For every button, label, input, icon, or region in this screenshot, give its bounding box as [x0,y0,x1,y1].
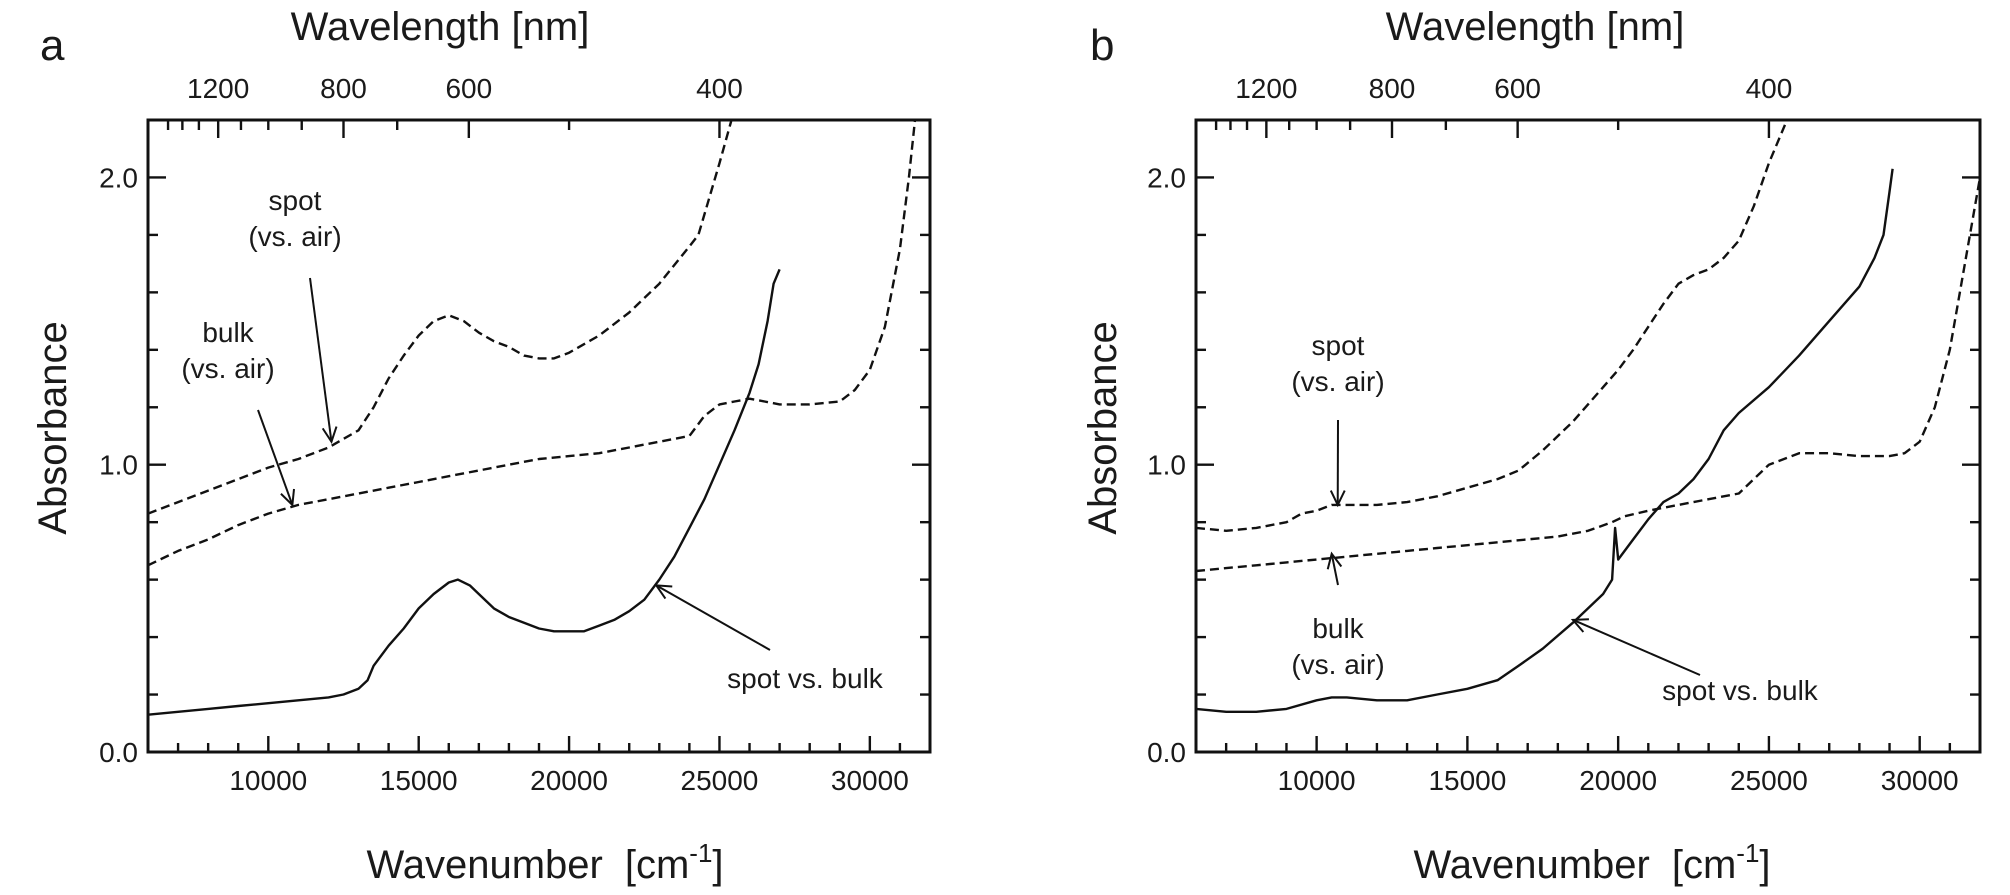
x-axis-name: Wavenumber [1413,843,1649,887]
panel-letter: a [40,21,65,70]
annotation-arrow [1330,553,1339,586]
annotation-label: (vs. air) [181,353,274,384]
y-axis-title: Absorbance [1081,321,1125,534]
arrow-head [1326,551,1343,570]
plot-frame [146,118,932,754]
annotation-label: bulk [1312,613,1364,644]
annotation-label: (vs. air) [1291,649,1384,680]
annotation-layer: spot (vs. air) bulk (vs. air) spot vs. bulk [1291,330,1818,706]
annotation-label: (vs. air) [1291,366,1384,397]
x2-axis-title: Wavelength [nm] [291,5,590,49]
x-axis-unit-exponent: -1 [1736,838,1759,868]
x-axis-unit-close: ] [712,843,723,887]
x2-axis-title: Wavelength [nm] [1386,5,1685,49]
annotation-label: spot [1312,330,1365,361]
x-axis-unit-exponent: -1 [689,838,712,868]
x-axis-unit: [cm [625,843,689,887]
x2-tick-label: 1200 [187,73,249,104]
x2-tick-label: 800 [320,73,367,104]
x-tick-label: 25000 [1730,765,1808,796]
arrow-head [654,584,673,600]
x-tick-label: 15000 [380,765,458,796]
annotation-arrow [309,277,333,442]
arrow-head [280,488,296,508]
x2-tick-label: 600 [445,73,492,104]
x2-tick-label: 400 [1746,73,1793,104]
x-axis-unit: [cm [1672,843,1736,887]
series-line-3 [1196,168,1894,713]
annotation-layer: spot (vs. air) bulk (vs. air) spot vs. bulk [181,185,883,694]
y-tick-label: 2.0 [99,162,138,193]
annotation-label: spot vs. bulk [1662,675,1819,706]
x2-tick-label: 1200 [1235,73,1297,104]
panel-letter: b [1090,21,1114,70]
annotation-label: (vs. air) [248,221,341,252]
y-tick-label: 1.0 [1147,450,1186,481]
x-tick-label: 20000 [1579,765,1657,796]
annotation-label: spot [269,185,322,216]
annotation-label: bulk [202,317,254,348]
x-axis-title: Wavenumber [cm-1] [1413,838,1770,887]
annotation-label: spot vs. bulk [727,663,884,694]
x-tick-label: 10000 [229,765,307,796]
annotation-arrow [257,409,294,506]
series-line-1 [148,120,733,515]
series-line-3 [148,268,781,716]
panel-a: a Wavelength [nm] Absorbance Wavenumber [… [31,5,932,887]
y-tick-label: 0.0 [99,737,138,768]
y-tick-label: 0.0 [1147,737,1186,768]
series-line-1 [1196,120,1789,532]
arrow-head [321,426,338,445]
x2-tick-label: 600 [1494,73,1541,104]
x-tick-label: 25000 [681,765,759,796]
x-axis-title: Wavenumber [cm-1] [366,838,723,887]
y-tick-label: 2.0 [1147,162,1186,193]
y-tick-label: 1.0 [99,450,138,481]
arrow-head [1329,490,1346,508]
y-axis-title: Absorbance [31,321,75,534]
x-axis-unit-close: ] [1759,843,1770,887]
plot-frame [1194,118,1982,754]
x-axis-name: Wavenumber [366,843,602,887]
series-line-2 [1196,177,1980,573]
x-tick-label: 15000 [1428,765,1506,796]
annotation-arrow [655,584,771,651]
x2-tick-label: 400 [696,73,743,104]
x2-tick-label: 800 [1369,73,1416,104]
arrow-head [1570,618,1589,633]
x-tick-label: 20000 [530,765,608,796]
series-layer [148,120,917,716]
annotation-arrow [1572,618,1701,676]
ticks-layer: 10000 15000 20000 25000 30000 0.0 1.0 2.0 1200 80… [1147,73,1982,796]
series-layer [1196,120,1980,713]
series-line-2 [148,120,917,567]
x-tick-label: 30000 [831,765,909,796]
x-tick-label: 30000 [1881,765,1959,796]
ticks-layer: 10000 15000 20000 25000 30000 0.0 1.0 2.0 1200 80… [99,73,932,796]
panel-b: b Wavelength [nm] Absorbance Wavenumber [… [1081,5,1982,887]
x-tick-label: 10000 [1278,765,1356,796]
